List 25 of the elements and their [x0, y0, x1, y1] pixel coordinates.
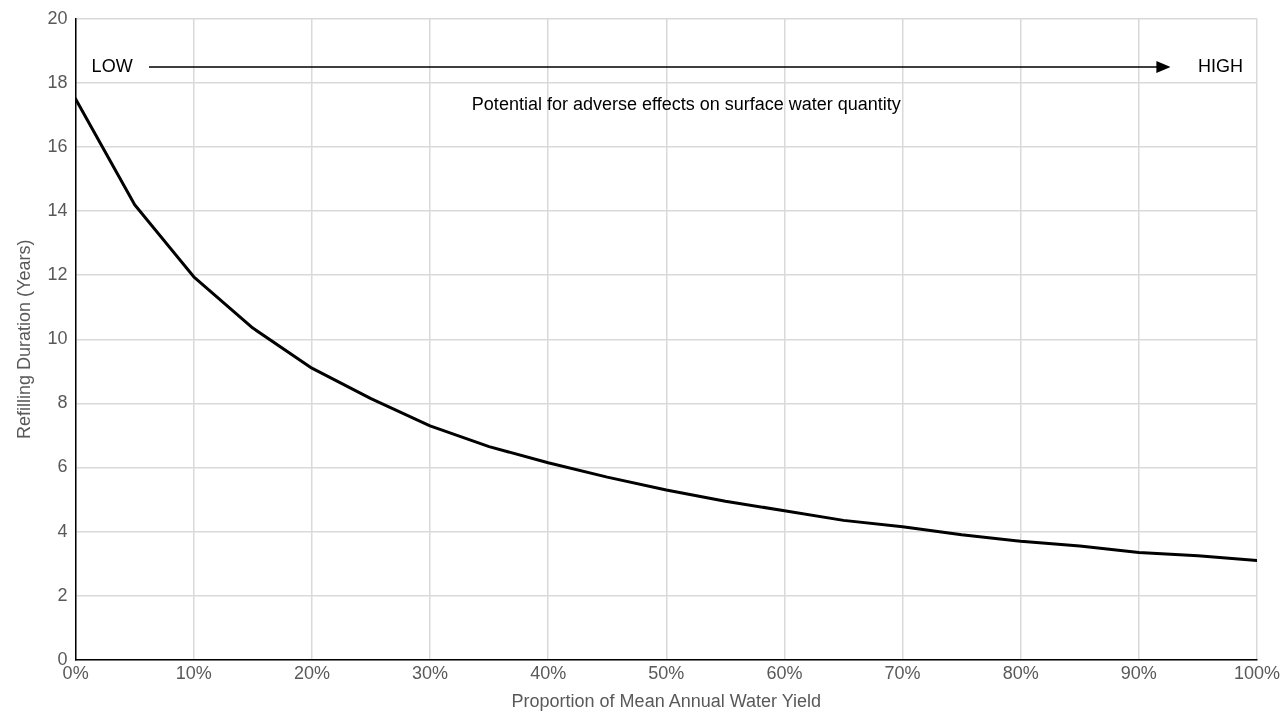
y-axis-title: Refilling Duration (Years): [13, 239, 34, 440]
x-tick-label: 40%: [530, 662, 567, 683]
annotation: LOW: [91, 55, 133, 76]
x-tick-label: 60%: [766, 662, 803, 683]
x-tick-label: 10%: [175, 662, 212, 683]
y-tick-label: 4: [57, 520, 68, 541]
y-tick-label: 20: [47, 7, 68, 28]
annotation: Potential for adverse effects on surface water quantity: [471, 93, 901, 114]
y-tick-label: 8: [57, 392, 68, 413]
y-tick-label: 14: [47, 200, 68, 221]
y-tick-label: 10: [47, 328, 68, 349]
x-tick-label: 100%: [1233, 662, 1281, 683]
x-axis-title: Proportion of Mean Annual Water Yield: [511, 691, 822, 712]
y-tick-label: 16: [47, 135, 68, 156]
y-tick-label: 18: [47, 71, 68, 92]
y-tick-label: 12: [47, 264, 68, 285]
x-tick-label: 90%: [1120, 662, 1157, 683]
annotation: HIGH: [1198, 55, 1243, 76]
x-tick-label: 20%: [293, 662, 330, 683]
y-tick-label: 6: [57, 456, 68, 477]
y-tick-label: 2: [57, 584, 68, 605]
x-tick-label: 80%: [1002, 662, 1039, 683]
x-tick-label: 50%: [648, 662, 685, 683]
x-tick-label: 70%: [884, 662, 921, 683]
x-tick-label: 30%: [412, 662, 449, 683]
